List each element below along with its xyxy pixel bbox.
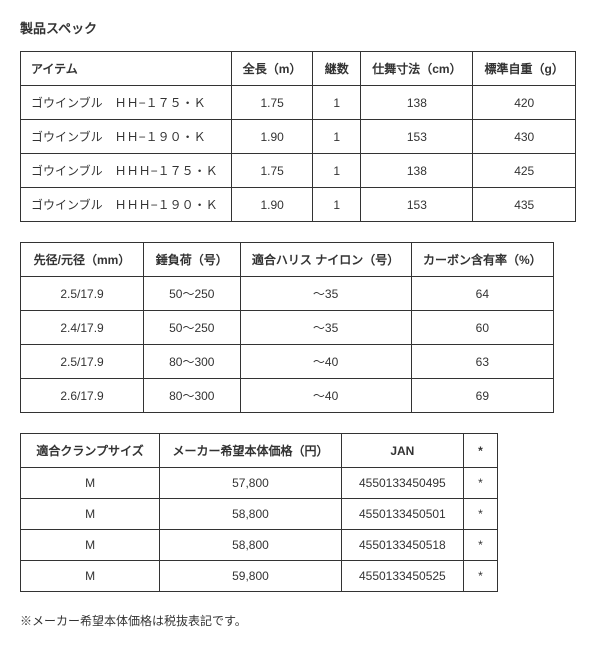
col-header: アイテム: [21, 52, 232, 86]
cell: 〜40: [240, 345, 411, 379]
cell: 〜35: [240, 311, 411, 345]
cell: M: [21, 530, 160, 561]
cell: 2.5/17.9: [21, 345, 144, 379]
cell: *: [463, 468, 497, 499]
cell: 1: [313, 86, 361, 120]
cell: 58,800: [160, 499, 342, 530]
cell: 4550133450525: [341, 561, 463, 592]
cell: ゴウインブル ＨＨＨ−１９０・Ｋ: [21, 188, 232, 222]
cell: 1: [313, 188, 361, 222]
spec-table-3: 適合クランプサイズ メーカー希望本体価格（円） JAN * M 57,800 4…: [20, 433, 498, 592]
col-header: 適合クランプサイズ: [21, 434, 160, 468]
table-row: M 58,800 4550133450518 *: [21, 530, 498, 561]
table-row: ゴウインブル ＨＨＨ−１９０・Ｋ 1.90 1 153 435: [21, 188, 576, 222]
cell: 1.90: [232, 120, 313, 154]
col-header: 先径/元径（mm）: [21, 243, 144, 277]
cell: 1.90: [232, 188, 313, 222]
cell: 2.5/17.9: [21, 277, 144, 311]
cell: 80〜300: [144, 379, 240, 413]
cell: ゴウインブル ＨＨ−１９０・Ｋ: [21, 120, 232, 154]
cell: 153: [361, 120, 473, 154]
cell: 1: [313, 120, 361, 154]
cell: *: [463, 530, 497, 561]
table-row: M 57,800 4550133450495 *: [21, 468, 498, 499]
col-header: *: [463, 434, 497, 468]
cell: 4550133450495: [341, 468, 463, 499]
cell: 69: [411, 379, 553, 413]
table-row: 2.5/17.9 80〜300 〜40 63: [21, 345, 554, 379]
col-header: 全長（m）: [232, 52, 313, 86]
cell: 〜35: [240, 277, 411, 311]
cell: 4550133450501: [341, 499, 463, 530]
col-header: メーカー希望本体価格（円）: [160, 434, 342, 468]
table-header-row: 適合クランプサイズ メーカー希望本体価格（円） JAN *: [21, 434, 498, 468]
cell: 80〜300: [144, 345, 240, 379]
cell: *: [463, 561, 497, 592]
cell: 1: [313, 154, 361, 188]
cell: 〜40: [240, 379, 411, 413]
cell: M: [21, 561, 160, 592]
col-header: 適合ハリス ナイロン（号）: [240, 243, 411, 277]
cell: 57,800: [160, 468, 342, 499]
col-header: 標準自重（g）: [473, 52, 576, 86]
cell: 1.75: [232, 86, 313, 120]
table-row: ゴウインブル ＨＨ−１９０・Ｋ 1.90 1 153 430: [21, 120, 576, 154]
table-row: 2.4/17.9 50〜250 〜35 60: [21, 311, 554, 345]
spec-table-2: 先径/元径（mm） 錘負荷（号） 適合ハリス ナイロン（号） カーボン含有率（%…: [20, 242, 554, 413]
cell: M: [21, 468, 160, 499]
cell: 59,800: [160, 561, 342, 592]
cell: 58,800: [160, 530, 342, 561]
footnote: ※メーカー希望本体価格は税抜表記です。: [20, 612, 580, 629]
cell: ゴウインブル ＨＨＨ−１７５・Ｋ: [21, 154, 232, 188]
spec-table-1: アイテム 全長（m） 継数 仕舞寸法（cm） 標準自重（g） ゴウインブル ＨＨ…: [20, 51, 576, 222]
cell: 50〜250: [144, 311, 240, 345]
cell: 4550133450518: [341, 530, 463, 561]
cell: 64: [411, 277, 553, 311]
cell: 153: [361, 188, 473, 222]
cell: 138: [361, 86, 473, 120]
cell: 420: [473, 86, 576, 120]
cell: M: [21, 499, 160, 530]
col-header: 錘負荷（号）: [144, 243, 240, 277]
cell: 425: [473, 154, 576, 188]
table-row: M 58,800 4550133450501 *: [21, 499, 498, 530]
table-header-row: 先径/元径（mm） 錘負荷（号） 適合ハリス ナイロン（号） カーボン含有率（%…: [21, 243, 554, 277]
col-header: 仕舞寸法（cm）: [361, 52, 473, 86]
table-row: 2.6/17.9 80〜300 〜40 69: [21, 379, 554, 413]
col-header: カーボン含有率（%）: [411, 243, 553, 277]
cell: 435: [473, 188, 576, 222]
cell: 2.6/17.9: [21, 379, 144, 413]
cell: 50〜250: [144, 277, 240, 311]
cell: 430: [473, 120, 576, 154]
page-title: 製品スペック: [20, 18, 580, 37]
cell: ゴウインブル ＨＨ−１７５・Ｋ: [21, 86, 232, 120]
table-header-row: アイテム 全長（m） 継数 仕舞寸法（cm） 標準自重（g）: [21, 52, 576, 86]
cell: 2.4/17.9: [21, 311, 144, 345]
col-header: JAN: [341, 434, 463, 468]
cell: 60: [411, 311, 553, 345]
cell: 63: [411, 345, 553, 379]
cell: 1.75: [232, 154, 313, 188]
cell: 138: [361, 154, 473, 188]
table-row: 2.5/17.9 50〜250 〜35 64: [21, 277, 554, 311]
col-header: 継数: [313, 52, 361, 86]
table-row: M 59,800 4550133450525 *: [21, 561, 498, 592]
cell: *: [463, 499, 497, 530]
table-row: ゴウインブル ＨＨＨ−１７５・Ｋ 1.75 1 138 425: [21, 154, 576, 188]
table-row: ゴウインブル ＨＨ−１７５・Ｋ 1.75 1 138 420: [21, 86, 576, 120]
